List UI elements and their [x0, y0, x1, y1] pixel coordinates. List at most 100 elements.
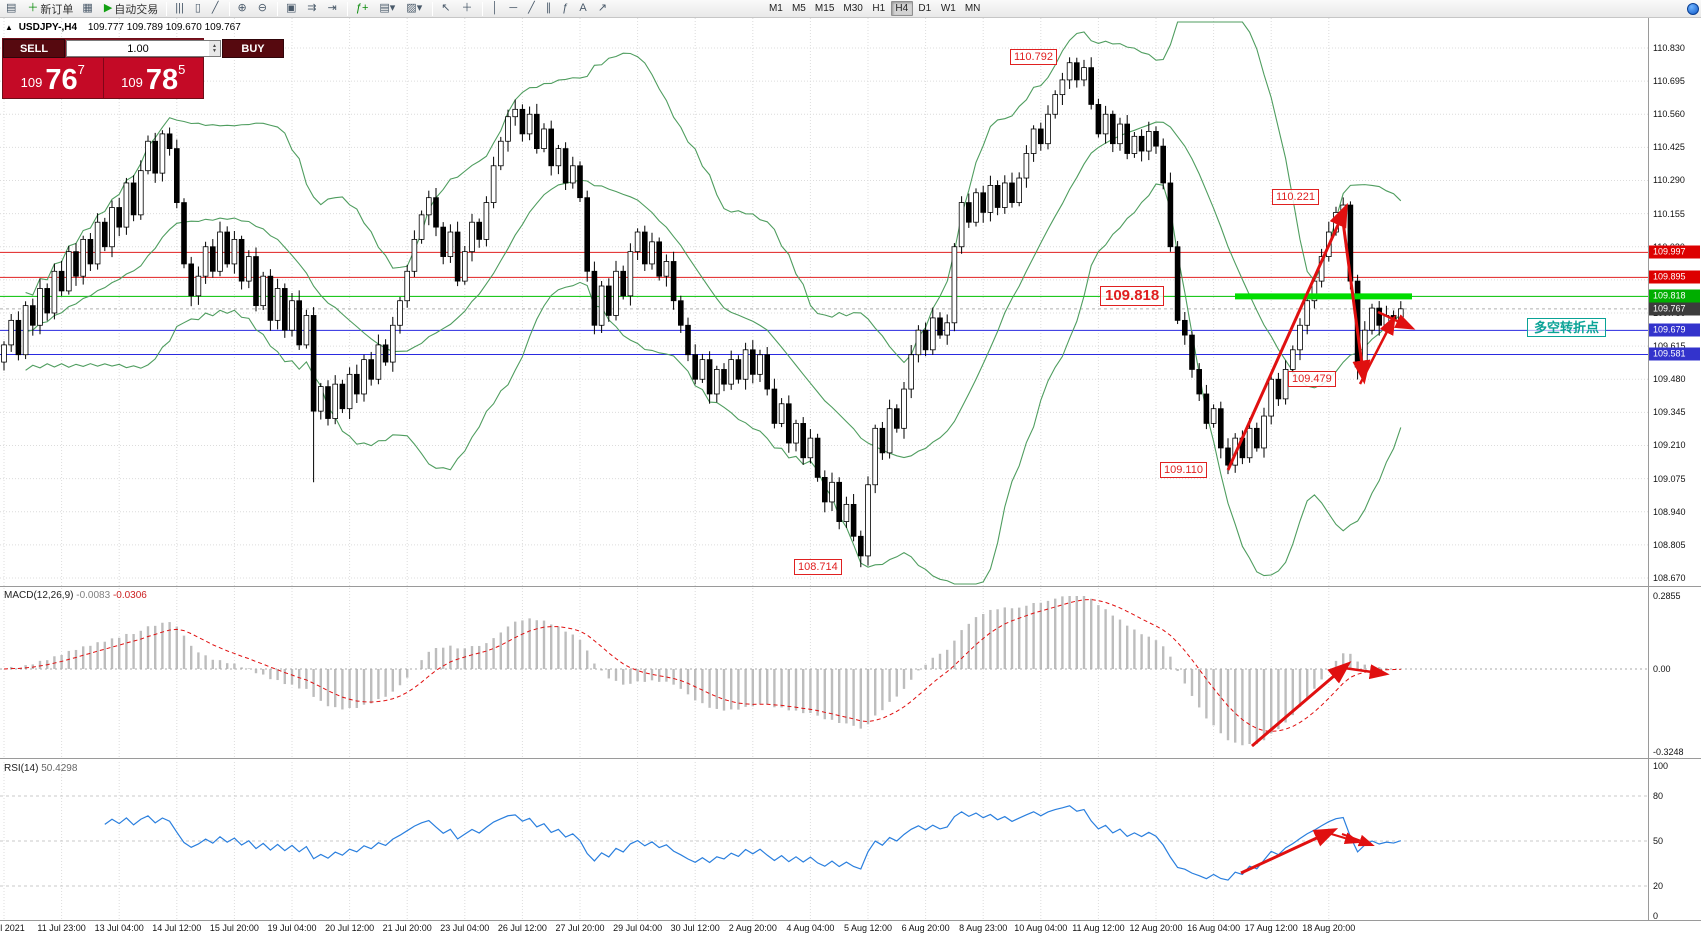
volume-stepper[interactable]: ▲ ▼ — [209, 41, 220, 56]
fibonacci-icon[interactable]: ƒ — [558, 1, 574, 17]
candlestick-icon[interactable]: ▯ — [191, 1, 207, 17]
timeframe-button-m30[interactable]: M30 — [843, 3, 863, 14]
rsi-arrow[interactable] — [1327, 832, 1361, 845]
price-badge: 109.581 — [1649, 347, 1700, 361]
help-icon[interactable] — [1687, 2, 1699, 15]
volume-input[interactable] — [67, 41, 209, 56]
vertical-line-icon[interactable]: │ — [487, 1, 504, 17]
tile-windows-icon[interactable]: ▣ — [282, 1, 302, 17]
time-axis-label: 11 Jul 23:00 — [37, 923, 86, 933]
price-annotation[interactable]: 109.818 — [1100, 286, 1165, 307]
time-axis-label: 27 Jul 20:00 — [555, 923, 605, 933]
rsi-arrow[interactable] — [1240, 828, 1339, 875]
price-scale-tick: 109.615 — [1653, 341, 1686, 352]
time-axis-label: 26 Jul 12:00 — [497, 923, 547, 933]
trend-arrow[interactable] — [1340, 213, 1371, 385]
horizontal-line-icon[interactable]: ─ — [505, 1, 523, 17]
price-annotation[interactable]: 109.479 — [1288, 371, 1336, 388]
autotrade-button[interactable]: ▶ 自动交易 — [100, 1, 162, 17]
timeframe-button-m1[interactable]: M1 — [768, 3, 783, 14]
cursor-icon[interactable]: ↖ — [437, 1, 456, 17]
indicators-icon[interactable]: ƒ+ — [352, 1, 375, 17]
price-scale-tick: 108.670 — [1653, 572, 1686, 583]
trend-arrow[interactable] — [1226, 202, 1348, 471]
bar-chart-icon[interactable]: ||| — [171, 1, 190, 17]
channel-icon: ∥ — [545, 2, 552, 14]
horizontal-line-icon: ─ — [509, 2, 518, 14]
volume-box: ▲▼ — [66, 40, 221, 57]
timeframe-button-d1[interactable]: D1 — [918, 3, 932, 14]
price-scale-tick: 108.805 — [1653, 539, 1686, 550]
auto-scroll-icon[interactable]: ⇉ — [303, 1, 322, 17]
chart-shift-icon: ⇥ — [327, 2, 337, 14]
terminal-icon[interactable]: ▤ — [2, 1, 22, 17]
price-annotation[interactable]: 108.714 — [794, 559, 842, 576]
arrows-tool-icon[interactable]: ↗ — [594, 1, 613, 17]
text-label-icon[interactable]: A — [575, 1, 592, 17]
periods-icon[interactable]: ▤▾ — [375, 1, 401, 17]
timeframe-button-h1[interactable]: H1 — [872, 3, 886, 14]
rsi-arrow[interactable] — [1341, 833, 1375, 847]
timeframe-button-m5[interactable]: M5 — [791, 3, 806, 14]
templates-icon[interactable]: ▨▾ — [402, 1, 428, 17]
rsi-scale-tick: 0 — [1653, 911, 1659, 921]
terminal-icon: ▤ — [6, 2, 17, 14]
price-annotation[interactable]: 110.221 — [1272, 189, 1319, 206]
new-order-button: ＋ — [27, 2, 39, 14]
toolbar-separator — [166, 1, 168, 16]
time-axis-label: 19 Jul 04:00 — [267, 923, 317, 933]
auto-scroll-icon: ⇉ — [307, 2, 317, 14]
zoom-out-icon[interactable]: ⊖ — [254, 1, 273, 17]
trend-arrow[interactable] — [1358, 314, 1396, 385]
zoom-in-icon[interactable]: ⊕ — [234, 1, 253, 17]
periods-icon: ▤▾ — [379, 2, 396, 14]
timeframe-button-h4[interactable]: H4 — [890, 1, 913, 16]
trend-arrow[interactable] — [1377, 310, 1416, 330]
time-axis-label: 6 Aug 20:00 — [901, 923, 950, 933]
price-annotation[interactable]: 110.792 — [1010, 49, 1057, 66]
macd-arrow[interactable] — [1251, 661, 1352, 748]
rsi-indicator-label: RSI(14) 50.4298 — [4, 763, 78, 774]
chart-shift-icon[interactable]: ⇥ — [324, 1, 343, 17]
price-badge: 109.679 — [1649, 323, 1700, 337]
line-chart-icon[interactable]: ╱ — [208, 1, 225, 17]
macd-scale-tick: 0.2855 — [1653, 591, 1681, 601]
price-scale-tick: 110.830 — [1653, 43, 1685, 53]
sell-price: 109 76 7 — [3, 58, 104, 98]
chart-windows-icon[interactable]: ▦ — [78, 1, 98, 17]
timeframe-button-mn[interactable]: MN — [964, 3, 981, 14]
macd-signal-line — [3, 599, 1401, 732]
buy-button[interactable]: BUY — [222, 39, 284, 58]
time-axis-label: 5 Aug 12:00 — [843, 923, 893, 933]
price-scale-tick: 110.425 — [1653, 142, 1685, 153]
toolbar-separator — [276, 1, 278, 16]
trade-controls-row: SELL ▲▼ BUY — [3, 39, 284, 58]
zoom-in-icon: ⊕ — [237, 2, 247, 14]
vertical-line-icon: │ — [491, 2, 499, 14]
trendline-icon[interactable]: ╱ — [524, 1, 541, 17]
price-annotation[interactable]: 109.110 — [1160, 462, 1207, 479]
time-axis-label: 21 Jul 20:00 — [382, 923, 432, 933]
macd-arrow[interactable] — [1343, 664, 1390, 680]
toolbar-separator — [346, 1, 348, 16]
timeframe-button-m15[interactable]: M15 — [814, 3, 835, 14]
cursor-icon: ↖ — [441, 2, 451, 14]
turning-point-note[interactable]: 多空转折点 — [1527, 318, 1607, 337]
sell-button[interactable]: SELL — [3, 39, 65, 58]
new-order-button[interactable]: ＋新订单 — [23, 1, 77, 17]
crosshair-icon[interactable]: ＋ — [457, 1, 478, 17]
rsi-scale-tick: 100 — [1653, 761, 1669, 771]
ohlc-values: 109.777 109.789 109.670 109.767 — [87, 22, 241, 33]
symbol-period-label: USDJPY-,H4 — [18, 22, 78, 33]
timeframe-button-w1[interactable]: W1 — [940, 3, 956, 14]
chart-windows-icon: ▦ — [82, 2, 93, 14]
price-badge: 109.818 — [1649, 289, 1700, 303]
price-scale-tick: 110.695 — [1653, 76, 1685, 87]
time-axis-label: 23 Jul 04:00 — [440, 923, 490, 933]
candlestick-icon: ▯ — [194, 2, 201, 14]
channel-icon[interactable]: ∥ — [542, 1, 558, 17]
one-click-toggle-icon[interactable]: ▲ — [5, 23, 13, 32]
